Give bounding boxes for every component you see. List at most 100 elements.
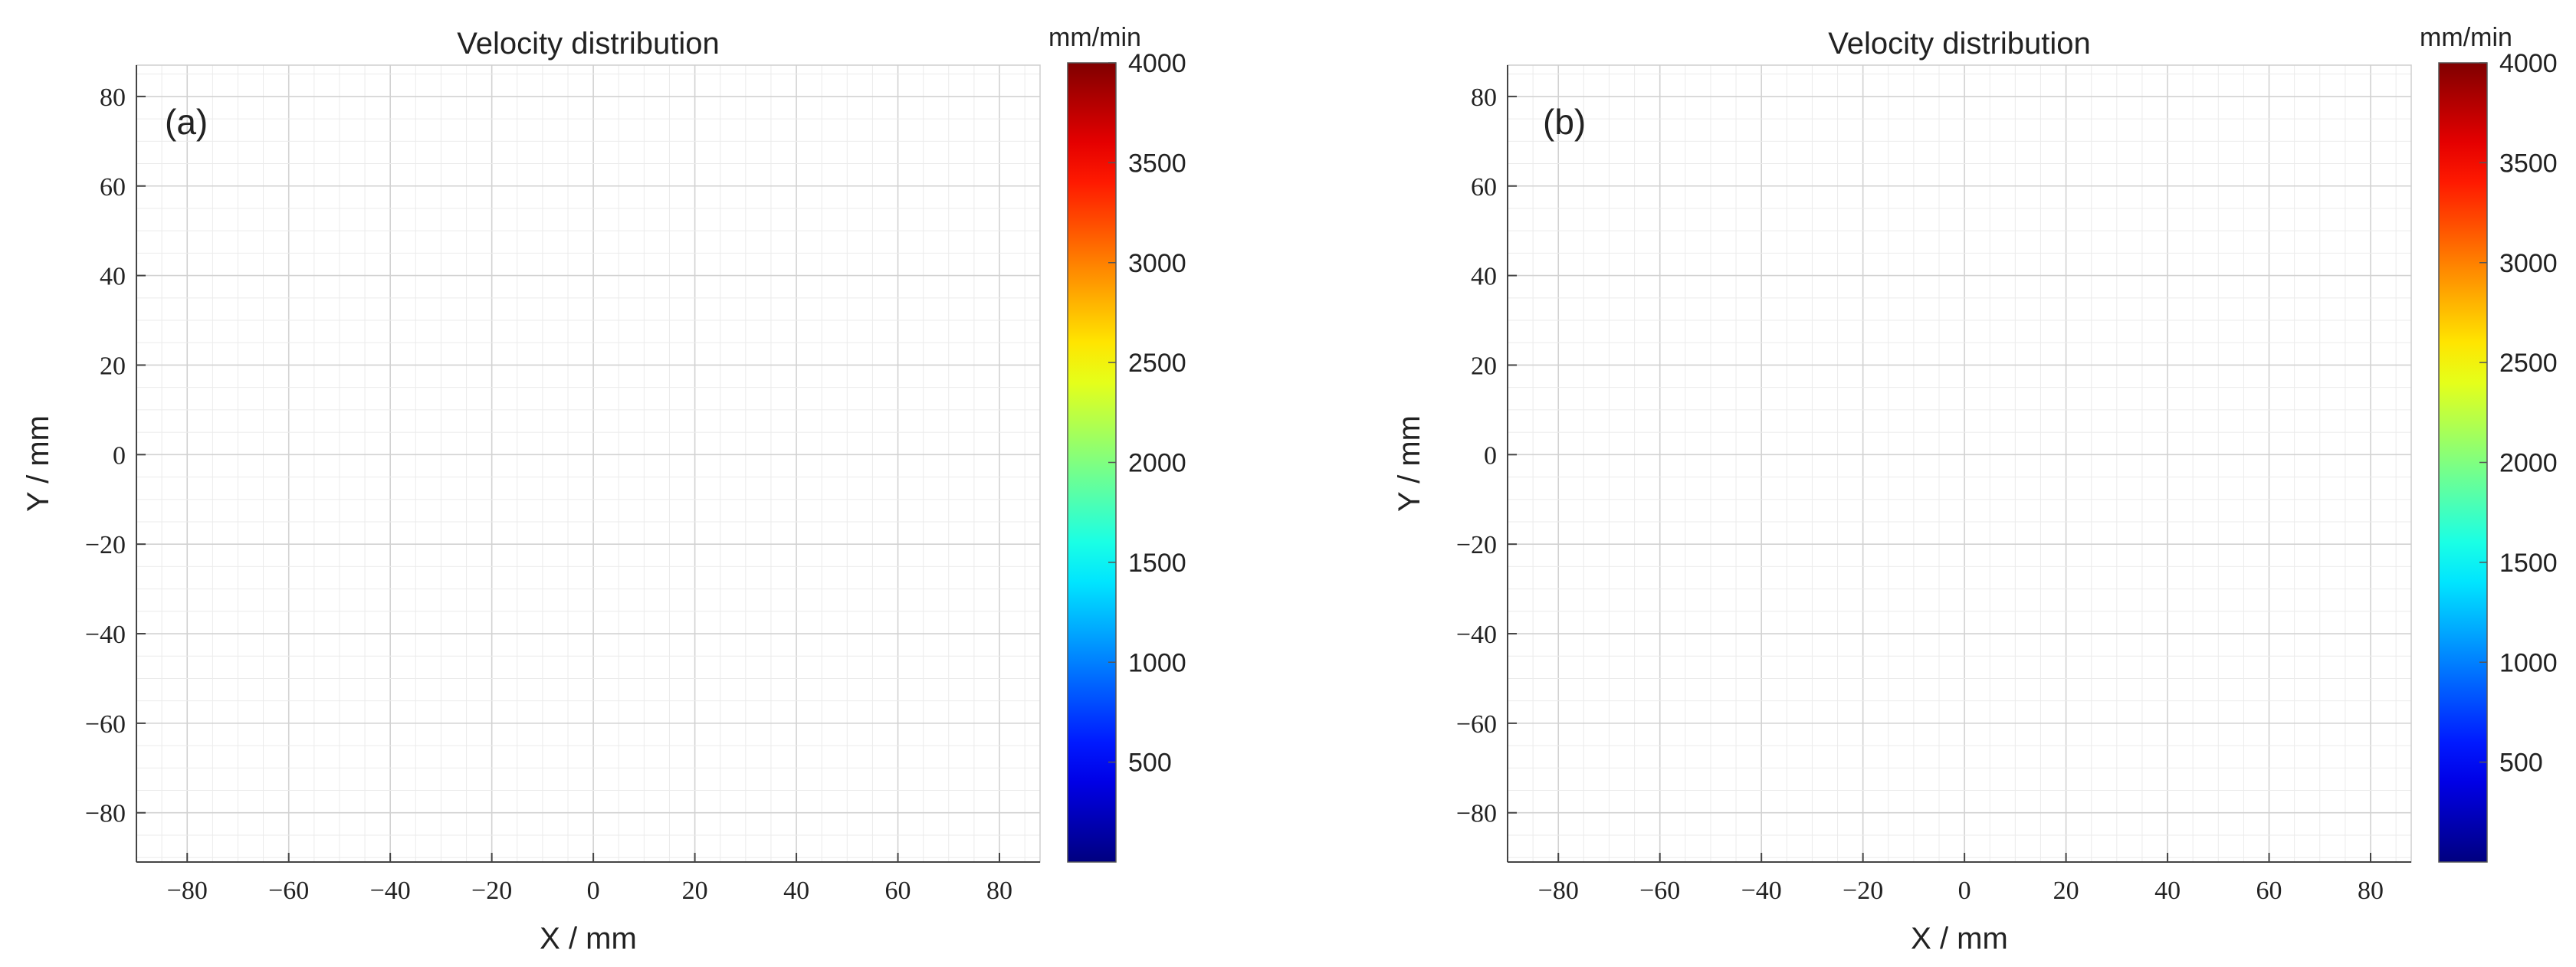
noise-speck bbox=[2049, 703, 2053, 707]
noise-speck bbox=[1951, 652, 1955, 656]
noise-speck bbox=[1904, 508, 1908, 512]
noise-speck bbox=[1881, 567, 1885, 571]
noise-speck bbox=[2158, 295, 2162, 299]
noise-speck bbox=[2030, 397, 2034, 401]
panel-a-x-axis-label: X / mm bbox=[540, 922, 637, 956]
noise-speck bbox=[2117, 290, 2121, 294]
noise-speck bbox=[1767, 479, 1770, 483]
noise-speck bbox=[1789, 772, 1793, 776]
noise-speck bbox=[2024, 770, 2028, 774]
noise-speck bbox=[1698, 672, 1701, 676]
noise-speck bbox=[2144, 441, 2148, 445]
noise-speck bbox=[2154, 286, 2158, 290]
noise-speck bbox=[2230, 227, 2234, 231]
noise-speck bbox=[1933, 776, 1937, 780]
noise-speck bbox=[2044, 472, 2048, 476]
noise-speck bbox=[1623, 601, 1626, 605]
noise-speck bbox=[1864, 224, 1868, 228]
noise-speck bbox=[1747, 726, 1751, 730]
noise-speck bbox=[1784, 664, 1788, 668]
noise-speck bbox=[1977, 168, 1980, 172]
noise-speck bbox=[2309, 600, 2312, 604]
noise-speck bbox=[2207, 727, 2210, 731]
noise-speck bbox=[2127, 664, 2131, 667]
noise-speck bbox=[2238, 670, 2242, 674]
noise-speck bbox=[2011, 744, 2015, 748]
noise-speck bbox=[1852, 732, 1856, 736]
noise-speck bbox=[2310, 582, 2314, 586]
noise-speck bbox=[1617, 301, 1621, 305]
noise-speck bbox=[1865, 802, 1869, 806]
noise-speck bbox=[1728, 526, 1732, 529]
noise-speck bbox=[2184, 300, 2187, 304]
noise-speck bbox=[1994, 590, 1998, 594]
noise-speck bbox=[1961, 772, 1964, 775]
noise-speck bbox=[2176, 713, 2180, 716]
noise-speck bbox=[1572, 551, 1576, 555]
noise-speck bbox=[1624, 372, 1628, 375]
noise-speck bbox=[1866, 673, 1869, 677]
noise-speck bbox=[2119, 759, 2123, 762]
noise-speck bbox=[2033, 694, 2036, 698]
noise-speck bbox=[1981, 501, 1985, 505]
noise-speck bbox=[1902, 120, 1906, 123]
noise-speck bbox=[2290, 254, 2294, 257]
noise-speck bbox=[1973, 391, 1977, 395]
noise-speck bbox=[1689, 443, 1693, 447]
noise-speck bbox=[2151, 200, 2154, 204]
noise-speck bbox=[1701, 457, 1705, 461]
noise-speck bbox=[2016, 146, 2020, 149]
noise-speck bbox=[1908, 779, 1911, 782]
noise-speck bbox=[1716, 313, 1720, 316]
noise-speck bbox=[1795, 706, 1799, 710]
noise-speck bbox=[1623, 500, 1627, 504]
noise-speck bbox=[1921, 506, 1925, 510]
noise-speck bbox=[1871, 640, 1875, 644]
noise-speck bbox=[2172, 538, 2176, 542]
noise-speck bbox=[1647, 305, 1651, 309]
noise-speck bbox=[1654, 462, 1658, 466]
noise-speck bbox=[2067, 529, 2071, 533]
noise-speck bbox=[2036, 372, 2039, 376]
noise-speck bbox=[1833, 329, 1837, 333]
noise-speck bbox=[1771, 287, 1775, 290]
noise-speck bbox=[2301, 392, 2305, 395]
noise-speck bbox=[2182, 567, 2186, 571]
noise-speck bbox=[1738, 523, 1742, 526]
noise-speck bbox=[1757, 461, 1761, 465]
noise-speck bbox=[1605, 470, 1609, 474]
noise-speck bbox=[1824, 460, 1828, 464]
noise-speck bbox=[2112, 614, 2115, 618]
noise-speck bbox=[2352, 522, 2356, 526]
noise-speck bbox=[2041, 533, 2045, 536]
noise-speck bbox=[1810, 761, 1813, 765]
noise-speck bbox=[1905, 196, 1909, 200]
noise-speck bbox=[1919, 526, 1923, 530]
noise-speck bbox=[1828, 534, 1832, 538]
noise-speck bbox=[1691, 226, 1695, 230]
noise-speck bbox=[2090, 674, 2094, 677]
noise-speck bbox=[1818, 192, 1822, 196]
noise-speck bbox=[1833, 328, 1837, 332]
noise-speck bbox=[2162, 662, 2166, 666]
noise-speck bbox=[1598, 392, 1602, 395]
noise-speck bbox=[2187, 753, 2190, 757]
noise-speck bbox=[1762, 747, 1766, 751]
noise-speck bbox=[1877, 804, 1881, 808]
noise-speck bbox=[1774, 280, 1777, 284]
noise-speck bbox=[2158, 771, 2161, 775]
noise-speck bbox=[1718, 528, 1721, 532]
noise-speck bbox=[2161, 152, 2165, 156]
noise-speck bbox=[1750, 290, 1754, 294]
noise-speck bbox=[1990, 123, 1994, 126]
noise-speck bbox=[2051, 239, 2055, 243]
noise-speck bbox=[1816, 347, 1820, 351]
noise-speck bbox=[2085, 369, 2089, 372]
noise-speck bbox=[2322, 598, 2326, 602]
noise-speck bbox=[2161, 764, 2164, 768]
noise-speck bbox=[2095, 323, 2099, 327]
noise-speck bbox=[2002, 248, 2006, 252]
x-tick-label: −40 bbox=[370, 877, 411, 905]
noise-speck bbox=[2254, 353, 2258, 357]
noise-speck bbox=[2365, 444, 2369, 448]
